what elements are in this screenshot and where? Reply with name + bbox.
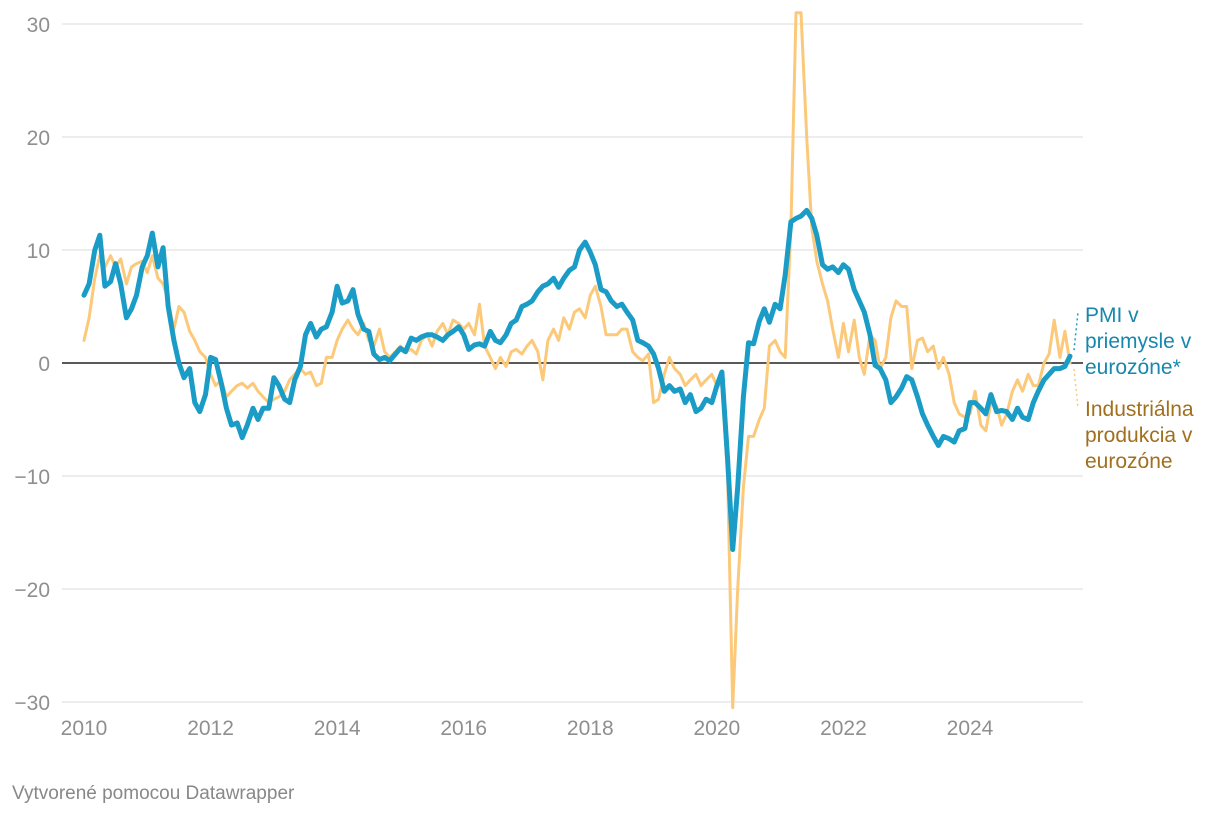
pmi-series-label-line: priemysle v xyxy=(1085,330,1192,353)
y-tick-label: −10 xyxy=(14,466,50,489)
x-tick-label: 2016 xyxy=(440,717,487,740)
series-line-pmi xyxy=(81,207,1073,552)
industrial-label-leader xyxy=(1073,368,1079,409)
x-tick-label: 2012 xyxy=(187,717,234,740)
x-tick-label: 2022 xyxy=(820,717,867,740)
x-axis-tick-labels: 2010 2012 2014 2016 2018 2020 2022 2024 xyxy=(61,717,994,740)
series-line-industrial-production xyxy=(82,11,1072,710)
pmi-series-label-line: PMI v xyxy=(1085,304,1139,327)
y-tick-label: −30 xyxy=(14,692,50,715)
industrial-production-series-label-line: Industriálna xyxy=(1085,398,1194,421)
footer-credit: Vytvorené pomocou Datawrapper xyxy=(12,783,295,804)
y-tick-label: 0 xyxy=(38,353,50,376)
y-tick-label: 30 xyxy=(27,14,50,37)
pmi-series-label: PMI v priemysle v eurozóne* xyxy=(1085,304,1192,379)
pmi-label-leader xyxy=(1073,311,1079,351)
y-tick-label: 20 xyxy=(27,127,50,150)
x-tick-label: 2014 xyxy=(314,717,361,740)
pmi-series-label-line: eurozóne* xyxy=(1085,356,1181,379)
x-tick-label: 2024 xyxy=(947,717,994,740)
industrial-production-series-label-line: eurozóne xyxy=(1085,450,1173,473)
industrial-production-series-label: Industriálna produkcia v eurozóne xyxy=(1085,398,1194,473)
y-axis-tick-labels: 30 20 10 0 −10 −20 −30 xyxy=(14,14,50,715)
y-tick-label: 10 xyxy=(27,240,50,263)
x-tick-label: 2010 xyxy=(61,717,108,740)
y-tick-label: −20 xyxy=(14,579,50,602)
series-lines xyxy=(81,11,1073,710)
industrial-production-series-label-line: produkcia v xyxy=(1085,424,1193,447)
x-tick-label: 2018 xyxy=(567,717,614,740)
x-tick-label: 2020 xyxy=(693,717,740,740)
gridlines xyxy=(62,23,1083,703)
series-labels: PMI v priemysle v eurozóne* Industriálna pro… xyxy=(1073,304,1194,473)
